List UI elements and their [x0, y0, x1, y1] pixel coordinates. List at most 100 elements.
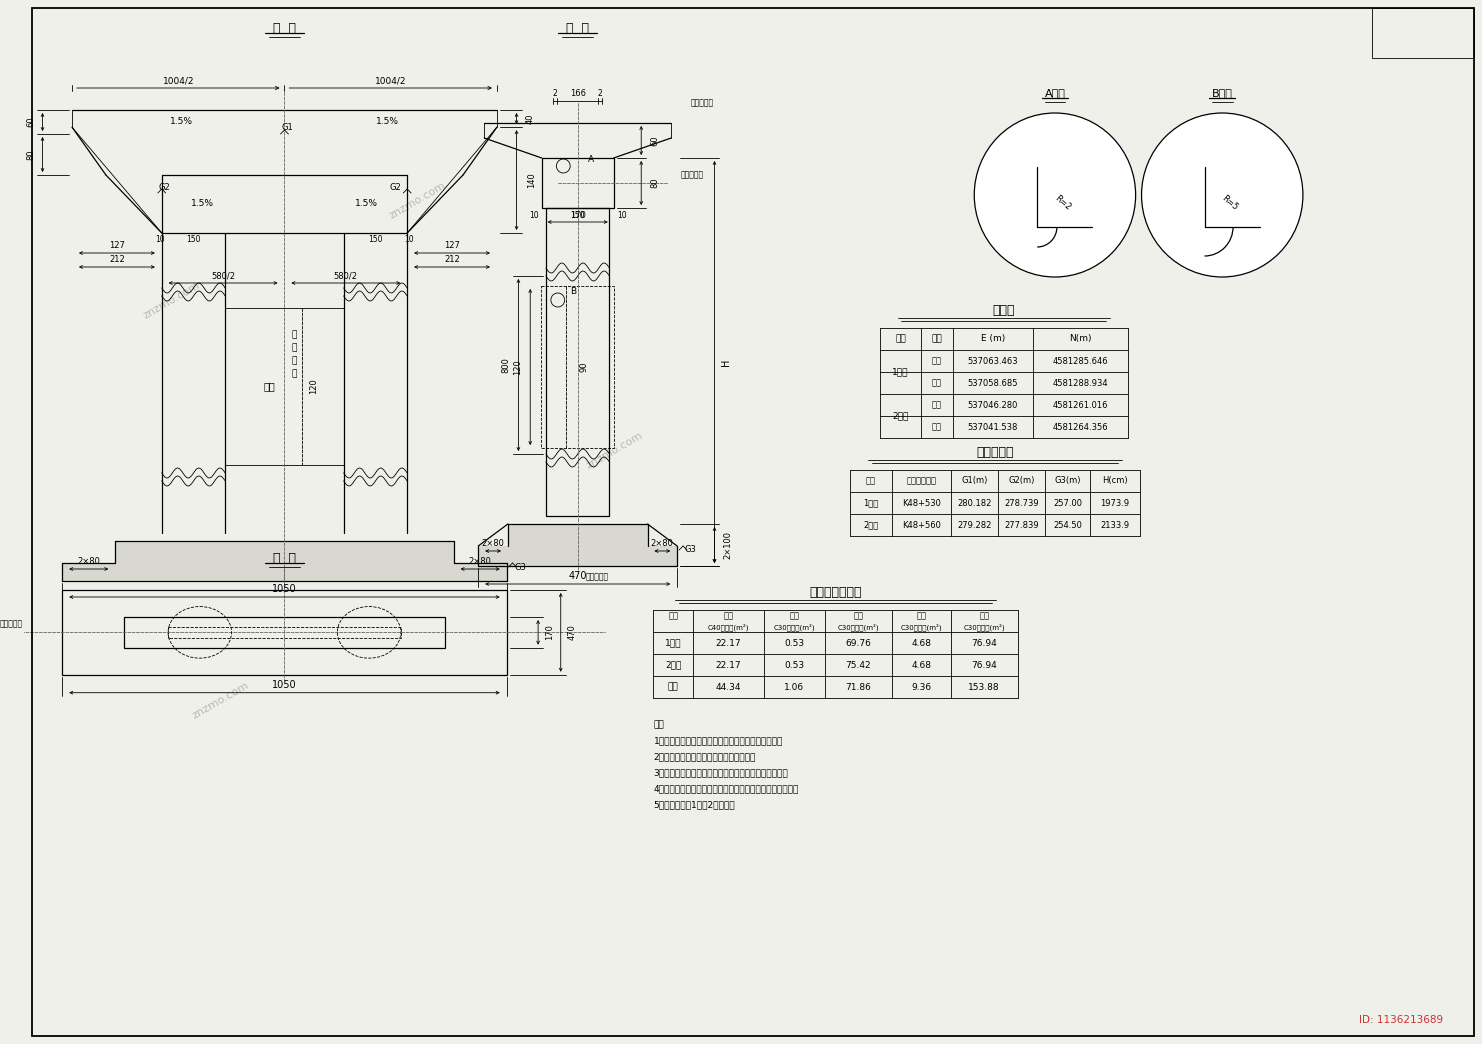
- Text: 系梁: 系梁: [264, 381, 276, 392]
- Text: R=5: R=5: [1220, 194, 1240, 212]
- Text: znzmo.com: znzmo.com: [191, 680, 250, 720]
- Bar: [479, 546, 677, 566]
- Text: 10: 10: [529, 212, 538, 220]
- Text: 立  面: 立 面: [273, 22, 296, 34]
- Text: 垫块: 垫块: [790, 612, 799, 620]
- Text: 537041.538: 537041.538: [968, 423, 1018, 431]
- Text: 470: 470: [568, 624, 576, 640]
- Text: 60: 60: [27, 117, 36, 127]
- Bar: [167, 627, 402, 638]
- Text: C40混凝土(m²): C40混凝土(m²): [707, 623, 748, 631]
- Text: 支座中心线: 支座中心线: [585, 573, 609, 582]
- Text: 254.50: 254.50: [1054, 521, 1082, 529]
- Text: 注：: 注：: [654, 720, 664, 729]
- Text: ID: 1136213689: ID: 1136213689: [1359, 1015, 1443, 1025]
- Text: 线: 线: [292, 370, 296, 379]
- Text: 1.5%: 1.5%: [169, 118, 193, 126]
- Text: 2号墩: 2号墩: [864, 521, 879, 529]
- Text: 71.86: 71.86: [845, 683, 871, 691]
- Text: 150: 150: [571, 212, 585, 220]
- Text: 60: 60: [651, 135, 659, 146]
- Text: 580/2: 580/2: [210, 271, 236, 281]
- Text: 基础: 基础: [980, 612, 988, 620]
- Text: 桥墩工程数量表: 桥墩工程数量表: [809, 586, 861, 598]
- Bar: [62, 563, 507, 582]
- Text: 4.68: 4.68: [911, 661, 931, 669]
- Text: H: H: [722, 358, 731, 365]
- Text: E (m): E (m): [981, 334, 1005, 343]
- Text: G1(m): G1(m): [960, 476, 987, 485]
- Text: 470: 470: [569, 571, 587, 582]
- Text: 2×80: 2×80: [651, 540, 674, 548]
- Text: 170: 170: [545, 624, 554, 640]
- Text: C30混凝土(m²): C30混凝土(m²): [774, 623, 815, 631]
- Text: 1050: 1050: [273, 584, 296, 594]
- Text: 2133.9: 2133.9: [1101, 521, 1129, 529]
- Text: 2、盖梁顶面垫石未示出，详见相应图纸。: 2、盖梁顶面垫石未示出，详见相应图纸。: [654, 752, 756, 761]
- Text: 127: 127: [110, 241, 124, 251]
- Text: 4.68: 4.68: [911, 639, 931, 647]
- Text: 4581288.934: 4581288.934: [1052, 379, 1109, 387]
- Text: 0.53: 0.53: [784, 639, 805, 647]
- Text: 150: 150: [368, 235, 382, 243]
- Text: 1.06: 1.06: [784, 683, 805, 691]
- Text: 153.88: 153.88: [968, 683, 1000, 691]
- Text: 盖梁: 盖梁: [723, 612, 734, 620]
- Text: 2号墩: 2号墩: [892, 411, 908, 421]
- Text: G1: G1: [282, 123, 293, 133]
- Text: 537046.280: 537046.280: [968, 401, 1018, 409]
- Text: 22.17: 22.17: [716, 661, 741, 669]
- Text: 120: 120: [513, 359, 522, 375]
- Text: 127: 127: [445, 241, 459, 251]
- Text: 90: 90: [579, 362, 588, 373]
- Text: 580/2: 580/2: [333, 271, 357, 281]
- Text: 537058.685: 537058.685: [968, 379, 1018, 387]
- Bar: [541, 286, 615, 448]
- Text: 277.839: 277.839: [1005, 521, 1039, 529]
- Text: 坐标表: 坐标表: [993, 304, 1015, 316]
- Text: 墩号: 墩号: [895, 334, 906, 343]
- Text: 75.42: 75.42: [845, 661, 871, 669]
- Text: 4581264.356: 4581264.356: [1052, 423, 1109, 431]
- Text: G3: G3: [685, 546, 697, 554]
- Text: N(m): N(m): [1070, 334, 1092, 343]
- Text: 140: 140: [526, 172, 536, 188]
- Bar: [508, 524, 648, 546]
- Text: 40: 40: [526, 114, 535, 124]
- Text: 4581285.646: 4581285.646: [1052, 356, 1109, 365]
- Text: 盖梁中心线: 盖梁中心线: [0, 620, 22, 628]
- Text: 0.53: 0.53: [784, 661, 805, 669]
- Text: C30混凝土(m²): C30混凝土(m²): [963, 623, 1005, 631]
- Text: A大样: A大样: [1045, 88, 1066, 98]
- Text: znzmo.com: znzmo.com: [584, 430, 645, 470]
- Text: 盖梁中心线: 盖梁中心线: [680, 170, 704, 180]
- Text: 2×80: 2×80: [468, 557, 492, 567]
- Text: 212: 212: [445, 256, 459, 264]
- Text: 右柱: 右柱: [932, 379, 943, 387]
- Bar: [542, 158, 614, 208]
- Text: H(cm): H(cm): [1103, 476, 1128, 485]
- Text: R=2: R=2: [1054, 194, 1073, 212]
- Text: 桥墩尺寸表: 桥墩尺寸表: [977, 446, 1014, 458]
- Text: 侧  面: 侧 面: [566, 22, 590, 34]
- Text: 280.182: 280.182: [957, 498, 991, 507]
- Text: 3、桥墩中心桩号为盖梁中心线与路中心线交点处桩号。: 3、桥墩中心桩号为盖梁中心线与路中心线交点处桩号。: [654, 768, 788, 777]
- Text: 位置: 位置: [932, 334, 943, 343]
- Bar: [116, 541, 453, 563]
- Text: 心: 心: [292, 356, 296, 365]
- Text: G2: G2: [390, 183, 402, 191]
- Text: C30混凝土(m²): C30混凝土(m²): [900, 623, 943, 631]
- Text: 22.17: 22.17: [716, 639, 741, 647]
- Text: G3: G3: [514, 563, 526, 571]
- Text: 800: 800: [501, 357, 510, 373]
- Text: 左柱: 左柱: [932, 356, 943, 365]
- Bar: [225, 308, 344, 465]
- Text: 279.282: 279.282: [957, 521, 991, 529]
- Text: 1004/2: 1004/2: [163, 76, 194, 86]
- Text: 1号墩: 1号墩: [892, 367, 908, 377]
- Bar: [62, 590, 507, 674]
- Text: 10: 10: [405, 235, 413, 243]
- Text: 中: 中: [292, 343, 296, 353]
- Text: 212: 212: [110, 256, 124, 264]
- Text: 4581261.016: 4581261.016: [1052, 401, 1109, 409]
